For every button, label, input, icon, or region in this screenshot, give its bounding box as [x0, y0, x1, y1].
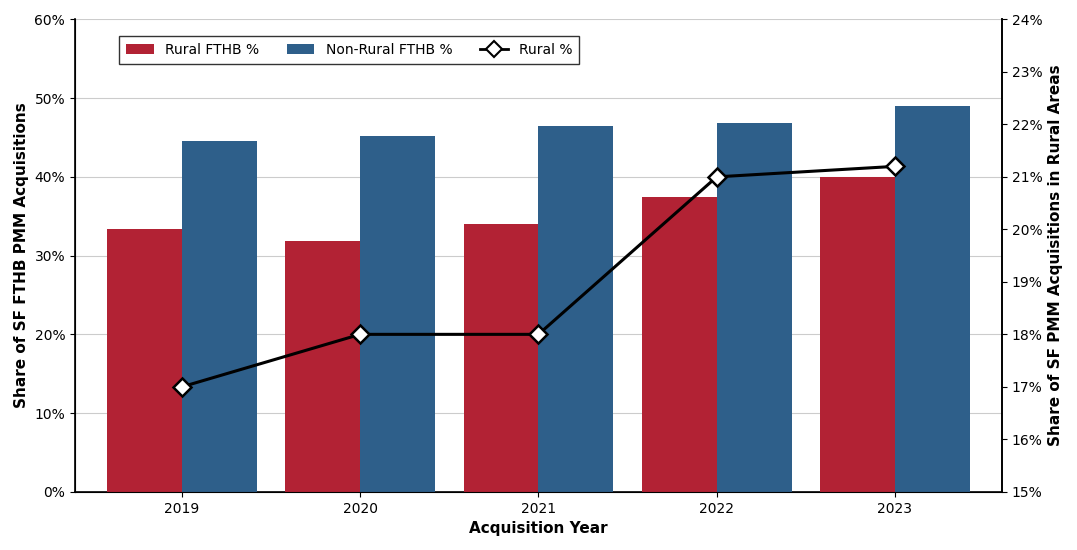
Bar — [820, 177, 895, 492]
Rural % — [710, 174, 723, 180]
Bar — [285, 241, 360, 492]
Bar — [463, 224, 538, 492]
Bar — [360, 136, 435, 492]
Y-axis label: Share of SF PMM Acquisitions in Rural Areas: Share of SF PMM Acquisitions in Rural Ar… — [1048, 65, 1063, 447]
Rural % — [532, 331, 545, 338]
Rural % — [353, 331, 366, 338]
Legend: Rural FTHB %, Non-Rural FTHB %, Rural %: Rural FTHB %, Non-Rural FTHB %, Rural % — [118, 36, 579, 64]
Bar — [716, 123, 792, 492]
Rural % — [889, 163, 901, 169]
Rural % — [176, 383, 188, 390]
X-axis label: Acquisition Year: Acquisition Year — [470, 521, 607, 536]
Bar — [107, 229, 182, 492]
Bar — [895, 106, 970, 492]
Bar — [642, 196, 716, 492]
Bar — [538, 126, 613, 492]
Bar — [182, 141, 256, 492]
Line: Rural %: Rural % — [176, 160, 901, 393]
Y-axis label: Share of SF FTHB PMM Acquisitions: Share of SF FTHB PMM Acquisitions — [14, 103, 29, 409]
